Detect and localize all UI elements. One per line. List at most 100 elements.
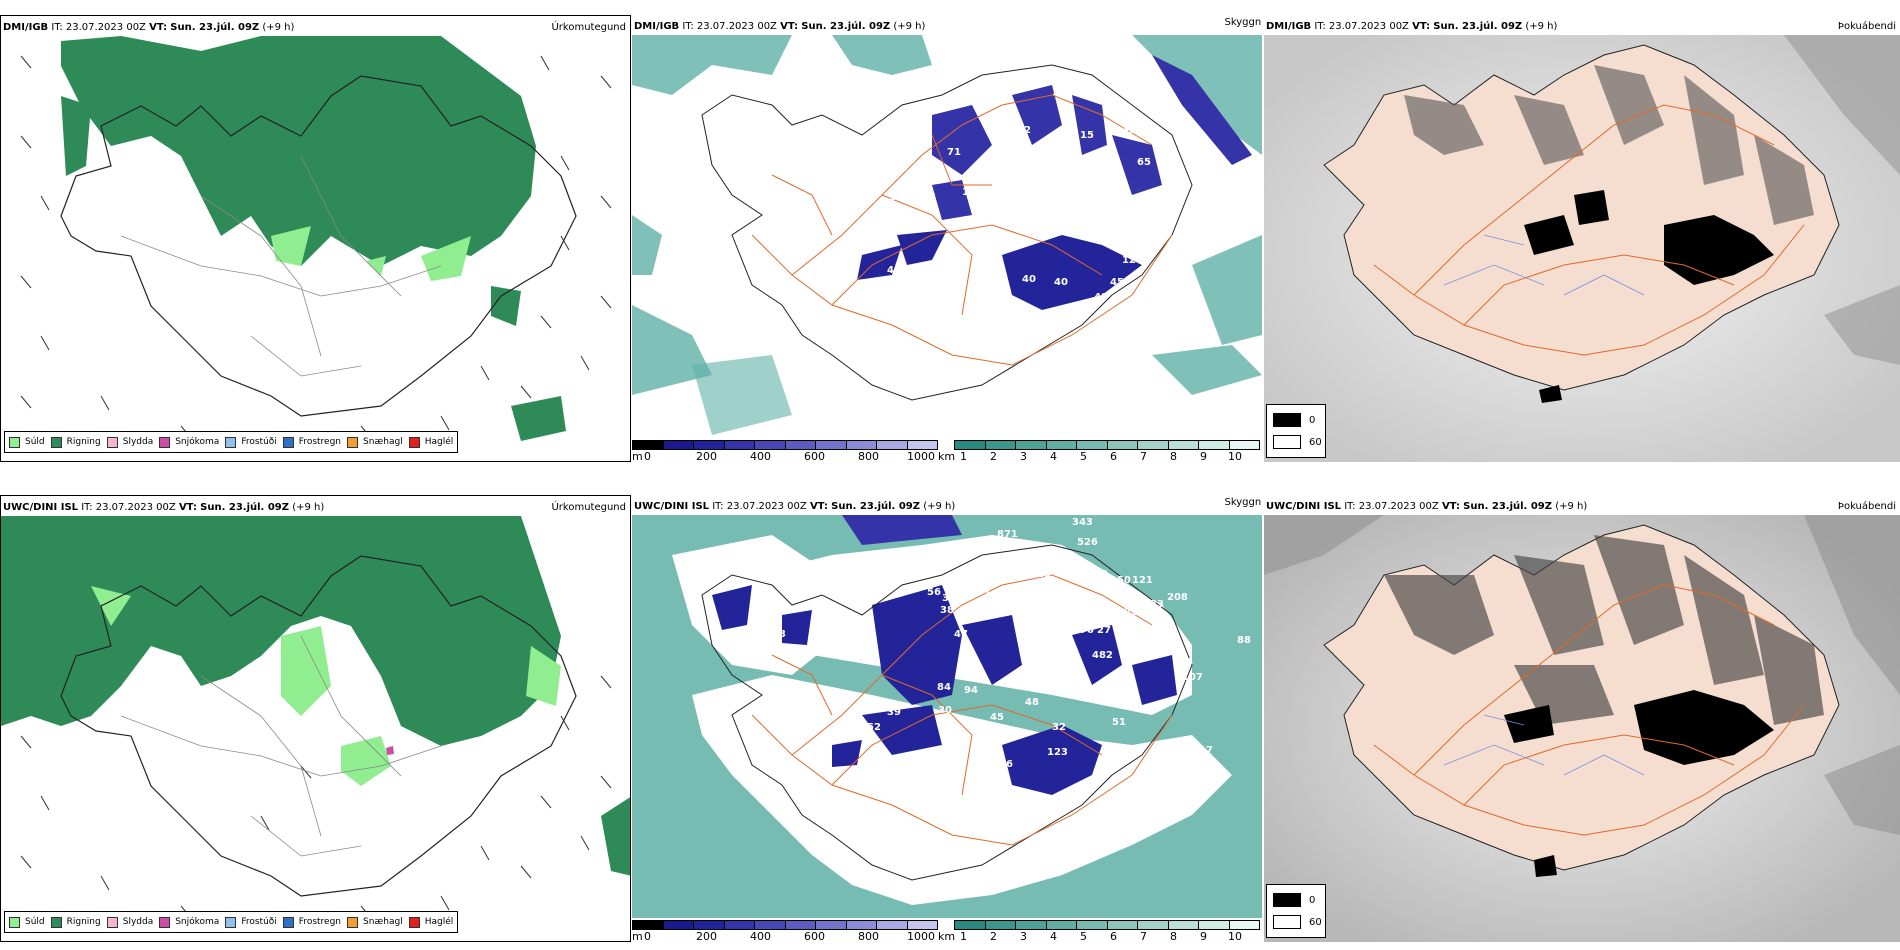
- cloud-label: 58: [752, 615, 766, 626]
- cloud-label: 121: [1132, 575, 1153, 586]
- cloud-label: 343: [1072, 517, 1093, 528]
- vt-label: VT:: [1441, 501, 1460, 512]
- cloud-label: 107: [1182, 672, 1203, 683]
- cloud-label: 113: [962, 187, 983, 198]
- cloud-base-colorbar: [632, 440, 938, 450]
- cloud-label: 107: [1137, 237, 1158, 248]
- cloud-label: 12: [1122, 255, 1136, 266]
- cloud-base-labels: 102 85 13 12 15 31 65 47 107 157 16 71 1…: [887, 87, 1161, 328]
- cloud-label: 94: [964, 685, 978, 696]
- cloud-base-colorbar: [632, 920, 938, 930]
- cloud-label: 47: [954, 629, 968, 640]
- cloud-label: 49: [992, 267, 1006, 278]
- height-tick: 200: [696, 930, 717, 942]
- it-value: 23.07.2023 00Z: [726, 501, 807, 512]
- cloud-label: 224: [1062, 569, 1083, 580]
- model-name: UWC/DINI ISL: [634, 501, 710, 512]
- it-value: 23.07.2023 00Z: [696, 21, 777, 32]
- roads: [1373, 104, 1805, 356]
- cloud-label: 157: [1044, 184, 1065, 195]
- height-tick: 200: [696, 450, 717, 462]
- cloud-label: 36: [942, 593, 956, 604]
- it-label: IT:: [1344, 501, 1356, 512]
- vis-tick: 5: [1080, 450, 1087, 462]
- precip-type-legend: Súld Rigning Slydda Snjókoma Frostúði Fr…: [4, 431, 459, 453]
- legend-item-snaehagl: Snæhagl: [347, 916, 403, 928]
- fog-index-panel-row1: DMI/IGB IT: 23.07.2023 00Z VT: Sun. 23.j…: [1264, 15, 1900, 462]
- legend-swatch: [50, 916, 62, 928]
- precip-map: [1, 516, 630, 941]
- height-tick: 800: [858, 930, 879, 942]
- cloud-label: 43: [887, 265, 901, 276]
- cloud-label: 45: [937, 259, 951, 270]
- legend-item-sudl: Súld: [9, 436, 45, 448]
- fog-legend: 0 60: [1266, 884, 1326, 938]
- cloud-map: 343 526 871 182 184 29 224 293 150 121 9…: [632, 515, 1262, 918]
- cloud-label: 599: [1034, 603, 1055, 614]
- legend-swatch: [347, 436, 359, 448]
- cloud-label: 88: [1237, 635, 1251, 646]
- cloud-label: 64: [1144, 627, 1158, 638]
- fog-legend-item: 0: [1273, 413, 1315, 427]
- cloud-label: 50: [912, 280, 926, 291]
- lead-time: (+9 h): [292, 502, 325, 513]
- cloud-label: 13: [1052, 87, 1066, 98]
- cloud-label: 85: [1002, 107, 1016, 118]
- cloud-label: 70: [1080, 625, 1094, 636]
- legend-swatch: [347, 916, 359, 928]
- fog-legend-item: 60: [1273, 435, 1322, 449]
- legend-item-frostudi: Frostúði: [225, 436, 277, 448]
- legend-item-rigning: Rigning: [50, 436, 101, 448]
- panel-title: Þokuábendi: [1837, 501, 1896, 512]
- height-tick: 1000: [907, 450, 935, 462]
- coastline: [60, 555, 577, 897]
- vis-tick: 9: [1200, 450, 1207, 462]
- vis-tick: 9: [1200, 930, 1207, 942]
- vt-value: Sun. 23.júl. 09Z: [831, 501, 920, 512]
- roads: [751, 94, 1173, 366]
- vis-tick: 5: [1080, 930, 1087, 942]
- it-value: 23.07.2023 00Z: [1358, 501, 1439, 512]
- it-label: IT:: [712, 501, 724, 512]
- panel-title: Úrkomutegund: [551, 502, 626, 513]
- panel-header: UWC/DINI ISL IT: 23.07.2023 00Z VT: Sun.…: [634, 501, 955, 512]
- cloud-label: 39: [887, 707, 901, 718]
- cloud-label: 500: [990, 237, 1011, 248]
- it-label: IT:: [682, 21, 694, 32]
- cloud-label: 56: [927, 587, 941, 598]
- legend-item-frostregn: Frostregn: [282, 916, 341, 928]
- cloud-label: 55: [962, 609, 976, 620]
- vis-tick: 7: [1140, 930, 1147, 942]
- cloud-label: 71: [947, 147, 961, 158]
- coastline: [60, 75, 577, 417]
- cloud-label: 84: [937, 682, 951, 693]
- roads: [1373, 584, 1805, 836]
- lead-time: (+9 h): [1525, 21, 1558, 32]
- legend-swatch: [282, 916, 294, 928]
- vis-tick: 10: [1228, 930, 1242, 942]
- height-tick: 1000: [907, 930, 935, 942]
- cloud-label: 45: [1110, 277, 1124, 288]
- fog-map: [1264, 35, 1900, 462]
- legend-swatch: [408, 436, 420, 448]
- cloud-label: 61: [977, 587, 991, 598]
- panel-title: Úrkomutegund: [551, 22, 626, 33]
- lead-time: (+9 h): [262, 22, 295, 33]
- roads: [751, 574, 1173, 846]
- cloud-label: 208: [1167, 592, 1188, 603]
- legend-item-haglel: Haglél: [408, 436, 453, 448]
- cloud-label: 526: [1077, 537, 1098, 548]
- legend-item-haglel: Haglél: [408, 916, 453, 928]
- vt-value: Sun. 23.júl. 09Z: [200, 502, 289, 513]
- cloud-label: 93: [772, 629, 786, 640]
- panel-header: DMI/IGB IT: 23.07.2023 00Z VT: Sun. 23.j…: [634, 21, 925, 32]
- it-label: IT:: [51, 22, 63, 33]
- visibility-colorbar: [954, 920, 1260, 930]
- cloud-label: 482: [1092, 650, 1113, 661]
- cloud-label: 75: [1062, 317, 1076, 328]
- cloud-label: 52: [867, 722, 881, 733]
- legend-swatch: [9, 436, 20, 448]
- panel-header: DMI/IGB IT: 23.07.2023 00Z VT: Sun. 23.j…: [3, 22, 294, 33]
- cloud-vis-legend: m 0 200 400 600 800 1000 km 1 2 3 4 5 6 …: [632, 918, 1262, 942]
- model-name: DMI/IGB: [634, 21, 680, 32]
